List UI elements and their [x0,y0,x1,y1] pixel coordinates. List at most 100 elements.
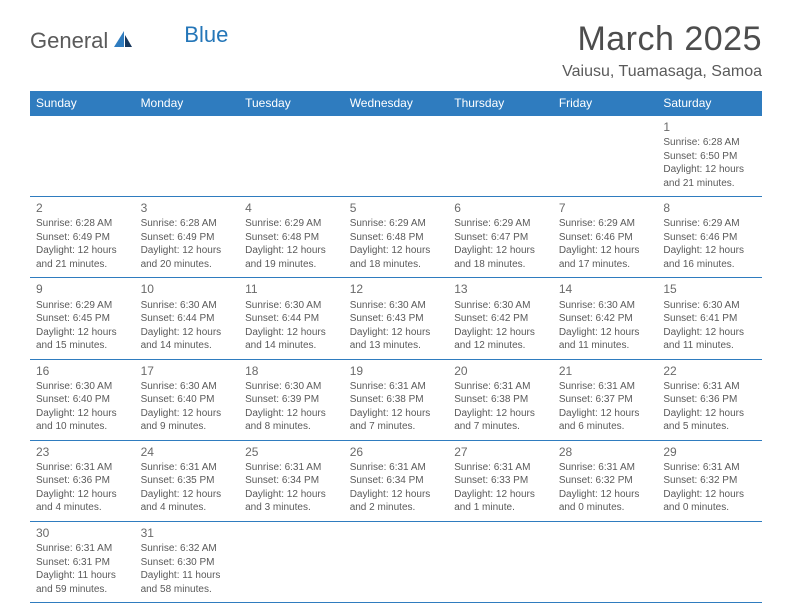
daylight-text: and 21 minutes. [36,258,129,272]
daylight-text: Daylight: 12 hours [559,244,652,258]
daylight-text: Daylight: 12 hours [350,244,443,258]
calendar-day-cell: 4Sunrise: 6:29 AMSunset: 6:48 PMDaylight… [239,197,344,278]
daylight-text: Daylight: 12 hours [245,244,338,258]
daylight-text: and 7 minutes. [454,420,547,434]
daylight-text: Daylight: 12 hours [350,407,443,421]
daylight-text: and 3 minutes. [245,501,338,515]
day-number: 31 [141,525,234,541]
sunrise-text: Sunrise: 6:30 AM [36,380,129,394]
daylight-text: and 5 minutes. [663,420,756,434]
calendar-day-cell: 8Sunrise: 6:29 AMSunset: 6:46 PMDaylight… [657,197,762,278]
calendar-day-cell: 21Sunrise: 6:31 AMSunset: 6:37 PMDayligh… [553,359,658,440]
calendar-day-cell: 12Sunrise: 6:30 AMSunset: 6:43 PMDayligh… [344,278,449,359]
day-number: 5 [350,200,443,216]
daylight-text: and 10 minutes. [36,420,129,434]
sunrise-text: Sunrise: 6:31 AM [36,542,129,556]
sunset-text: Sunset: 6:34 PM [245,474,338,488]
daylight-text: Daylight: 12 hours [663,488,756,502]
brand-sail-icon [112,29,134,54]
sunrise-text: Sunrise: 6:31 AM [141,461,234,475]
daylight-text: and 13 minutes. [350,339,443,353]
calendar-day-cell: 13Sunrise: 6:30 AMSunset: 6:42 PMDayligh… [448,278,553,359]
day-number: 23 [36,444,129,460]
calendar-week-row: 23Sunrise: 6:31 AMSunset: 6:36 PMDayligh… [30,440,762,521]
day-number: 28 [559,444,652,460]
day-number: 11 [245,281,338,297]
calendar-empty-cell [553,116,658,197]
sunset-text: Sunset: 6:39 PM [245,393,338,407]
sunrise-text: Sunrise: 6:31 AM [559,461,652,475]
sunset-text: Sunset: 6:49 PM [141,231,234,245]
sunset-text: Sunset: 6:48 PM [245,231,338,245]
calendar-day-cell: 6Sunrise: 6:29 AMSunset: 6:47 PMDaylight… [448,197,553,278]
calendar-day-cell: 11Sunrise: 6:30 AMSunset: 6:44 PMDayligh… [239,278,344,359]
day-number: 19 [350,363,443,379]
daylight-text: Daylight: 12 hours [559,488,652,502]
title-block: March 2025 Vaiusu, Tuamasaga, Samoa [562,20,762,81]
day-number: 2 [36,200,129,216]
calendar-day-cell: 31Sunrise: 6:32 AMSunset: 6:30 PMDayligh… [135,521,240,602]
sunset-text: Sunset: 6:44 PM [141,312,234,326]
sunset-text: Sunset: 6:38 PM [350,393,443,407]
calendar-week-row: 16Sunrise: 6:30 AMSunset: 6:40 PMDayligh… [30,359,762,440]
sunset-text: Sunset: 6:34 PM [350,474,443,488]
day-number: 4 [245,200,338,216]
weekday-header: Saturday [657,91,762,116]
day-number: 21 [559,363,652,379]
sunset-text: Sunset: 6:35 PM [141,474,234,488]
day-number: 1 [663,119,756,135]
day-number: 17 [141,363,234,379]
daylight-text: Daylight: 12 hours [141,488,234,502]
calendar-table: SundayMondayTuesdayWednesdayThursdayFrid… [30,91,762,603]
calendar-week-row: 30Sunrise: 6:31 AMSunset: 6:31 PMDayligh… [30,521,762,602]
sunrise-text: Sunrise: 6:28 AM [141,217,234,231]
calendar-day-cell: 19Sunrise: 6:31 AMSunset: 6:38 PMDayligh… [344,359,449,440]
calendar-empty-cell [448,116,553,197]
sunset-text: Sunset: 6:46 PM [663,231,756,245]
sunset-text: Sunset: 6:44 PM [245,312,338,326]
sunrise-text: Sunrise: 6:30 AM [141,299,234,313]
sunrise-text: Sunrise: 6:31 AM [663,461,756,475]
calendar-empty-cell [30,116,135,197]
sunset-text: Sunset: 6:37 PM [559,393,652,407]
calendar-day-cell: 15Sunrise: 6:30 AMSunset: 6:41 PMDayligh… [657,278,762,359]
calendar-day-cell: 27Sunrise: 6:31 AMSunset: 6:33 PMDayligh… [448,440,553,521]
day-number: 13 [454,281,547,297]
daylight-text: and 11 minutes. [559,339,652,353]
daylight-text: Daylight: 12 hours [141,326,234,340]
calendar-day-cell: 14Sunrise: 6:30 AMSunset: 6:42 PMDayligh… [553,278,658,359]
daylight-text: Daylight: 12 hours [663,163,756,177]
weekday-header: Monday [135,91,240,116]
calendar-day-cell: 22Sunrise: 6:31 AMSunset: 6:36 PMDayligh… [657,359,762,440]
sunrise-text: Sunrise: 6:29 AM [36,299,129,313]
brand-text-1: General [30,28,108,54]
calendar-day-cell: 1Sunrise: 6:28 AMSunset: 6:50 PMDaylight… [657,116,762,197]
sunrise-text: Sunrise: 6:28 AM [663,136,756,150]
calendar-day-cell: 16Sunrise: 6:30 AMSunset: 6:40 PMDayligh… [30,359,135,440]
sunrise-text: Sunrise: 6:31 AM [350,380,443,394]
sunset-text: Sunset: 6:47 PM [454,231,547,245]
daylight-text: Daylight: 12 hours [245,407,338,421]
daylight-text: and 18 minutes. [454,258,547,272]
day-number: 10 [141,281,234,297]
weekday-header: Wednesday [344,91,449,116]
day-number: 8 [663,200,756,216]
calendar-week-row: 1Sunrise: 6:28 AMSunset: 6:50 PMDaylight… [30,116,762,197]
sunrise-text: Sunrise: 6:30 AM [663,299,756,313]
calendar-header-row: SundayMondayTuesdayWednesdayThursdayFrid… [30,91,762,116]
weekday-header: Friday [553,91,658,116]
daylight-text: and 59 minutes. [36,583,129,597]
daylight-text: and 15 minutes. [36,339,129,353]
daylight-text: and 4 minutes. [36,501,129,515]
location-subtitle: Vaiusu, Tuamasaga, Samoa [562,63,762,81]
day-number: 12 [350,281,443,297]
sunrise-text: Sunrise: 6:31 AM [454,380,547,394]
sunset-text: Sunset: 6:40 PM [141,393,234,407]
calendar-empty-cell [135,116,240,197]
daylight-text: Daylight: 12 hours [559,407,652,421]
sunrise-text: Sunrise: 6:30 AM [245,299,338,313]
daylight-text: Daylight: 12 hours [663,407,756,421]
calendar-empty-cell [553,521,658,602]
daylight-text: Daylight: 12 hours [141,244,234,258]
calendar-day-cell: 7Sunrise: 6:29 AMSunset: 6:46 PMDaylight… [553,197,658,278]
